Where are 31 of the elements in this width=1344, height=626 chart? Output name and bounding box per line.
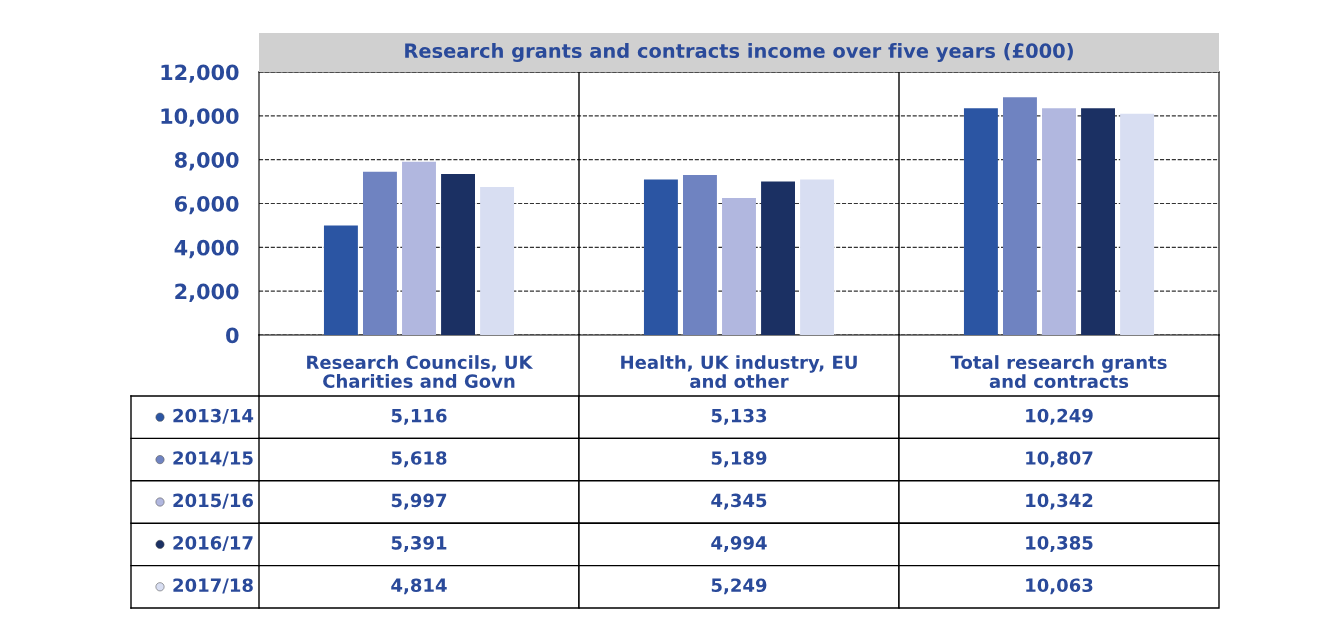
- text: 5,997: [391, 493, 447, 510]
- x-tick-label: Research Councils, UK Charities and Govn: [307, 355, 534, 388]
- text: 5,133: [711, 408, 767, 425]
- legend-label: 2014/15: [173, 451, 253, 467]
- text: 4,345: [711, 493, 767, 510]
- text: 10,249: [1026, 408, 1093, 425]
- x-tick-label: Total research grants and contracts: [950, 355, 1167, 389]
- legend-label: 2013/14: [173, 408, 254, 424]
- y-tick-label: 12,000: [161, 64, 239, 83]
- y-tick-label: 4,000: [174, 239, 239, 259]
- text: 10,342: [1026, 493, 1093, 510]
- text: 5,189: [711, 451, 767, 468]
- y-tick-label: 6,000: [174, 195, 239, 215]
- text: 5,391: [391, 535, 447, 552]
- text: 4,994: [711, 536, 767, 552]
- y-tick-label: 10,000: [161, 108, 239, 127]
- chart-title: Research grants and contracts income over five years (£000): [405, 43, 1073, 62]
- text: 10,063: [1026, 578, 1093, 595]
- legend-label: 2016/17: [173, 535, 253, 552]
- text: 10,807: [1026, 451, 1093, 468]
- y-tick-label: 8,000: [174, 152, 239, 171]
- text: 5,116: [391, 408, 447, 425]
- legend-label: 2015/16: [173, 493, 253, 509]
- y-tick-label: 2,000: [175, 283, 239, 303]
- text: 4,814: [391, 578, 447, 595]
- text: 10,385: [1026, 535, 1093, 552]
- y-tick-label: 0: [226, 327, 239, 344]
- text: 5,618: [391, 451, 447, 468]
- text: 5,249: [711, 578, 767, 595]
- legend-label: 2017/18: [173, 578, 253, 594]
- x-tick-label: Health, UK industry, EU and other: [621, 355, 857, 389]
